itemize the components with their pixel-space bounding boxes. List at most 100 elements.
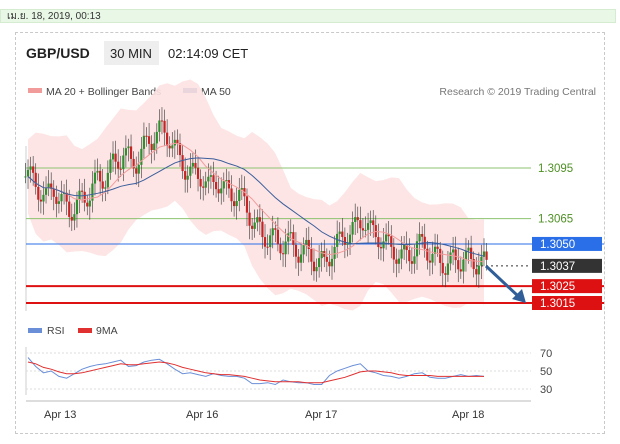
level-label-1-3015: 1.3015 [540,298,575,310]
candle [91,171,94,213]
candle [99,164,102,195]
candle [263,224,267,259]
rsi-tick-30: 30 [540,384,552,396]
level-label-1-3025: 1.3025 [540,281,575,293]
candle [405,231,408,264]
candle [292,224,295,257]
candle [356,206,359,234]
x-tick-apr-17: Apr 17 [305,409,337,421]
candle [269,228,272,261]
candle [26,159,30,189]
candle [359,206,362,241]
candle [114,140,117,175]
rsi-grid [26,352,531,390]
candle [142,122,146,159]
candle [86,194,89,216]
level-label-1-3050: 1.3050 [540,239,575,251]
candle [248,200,251,240]
level-box-1-3037 [532,258,602,273]
candle [395,248,398,278]
candle [62,184,66,205]
candle [284,228,287,268]
interval-box [104,41,159,65]
candle [147,123,151,155]
candle [127,138,130,162]
candle [233,192,236,217]
candle [348,225,352,256]
candle [276,217,279,252]
candle [318,244,321,278]
level-label-1-3095: 1.3095 [538,163,573,175]
price-chart: GBP/USD 30 MIN 02:14:09 CET MA 20 + Boll… [24,41,604,421]
datetime-bar: เม.ย. 18, 2019, 00:13 [0,9,616,23]
candle [428,247,431,276]
candle [122,147,125,182]
candle [385,223,388,250]
level-box-1-3050 [532,236,602,251]
candle [168,136,171,158]
candle [451,236,455,266]
candle [140,136,143,179]
candle [212,161,215,196]
candle [431,241,434,275]
candle [315,258,318,282]
candle [369,210,372,236]
candle [50,172,53,200]
ma50-legend: MA 50 [201,86,231,98]
candle [150,135,153,164]
candle [320,242,323,272]
rsi-ma-legend: 9MA [96,325,118,337]
candle [160,107,164,135]
candle [361,217,365,238]
candle [421,226,424,248]
candle [475,257,478,286]
candle [287,220,290,255]
candle [34,163,37,195]
candle [60,180,63,212]
candle [57,192,61,214]
candle [366,212,370,243]
candle [346,232,349,257]
candle [209,165,213,189]
rsi-legend: RSI [47,325,65,337]
candle [330,245,334,280]
candle [261,209,264,249]
candle [307,226,310,263]
chart-panel: GBP/USD 30 MIN 02:14:09 CET MA 20 + Boll… [15,32,605,434]
price-level-labels: 1.3095 1.3065 1.3050 1.3037 1.3025 1.301… [532,163,602,310]
bollinger-area [28,79,484,311]
candle [117,149,120,182]
candle [289,219,292,241]
candle [235,187,238,220]
candle [93,159,97,196]
candle [446,250,450,282]
candle [181,144,184,179]
candle [132,151,135,177]
candle [194,149,197,175]
candle [379,237,383,261]
rsi-tick-50: 50 [540,366,552,378]
candle [390,225,393,259]
candle [454,236,457,273]
candle [382,227,385,262]
candle [104,180,107,202]
candle [302,237,305,263]
candle [204,171,207,196]
candle [191,152,194,174]
x-tick-apr-13: Apr 13 [44,409,76,421]
candle [42,181,45,215]
candle [65,179,68,216]
x-tick-apr-16: Apr 16 [186,409,218,421]
ma50-line [27,157,485,257]
candle [202,176,205,201]
candle [251,217,254,240]
candle [124,135,127,168]
candle [222,172,225,202]
candle [135,156,138,185]
candle [310,237,313,276]
ma20-legend: MA 20 + Bollinger Bands [46,86,161,98]
interval-label: 30 MIN [110,46,152,61]
candle [129,134,133,168]
candle [220,177,223,205]
candle [199,169,202,200]
